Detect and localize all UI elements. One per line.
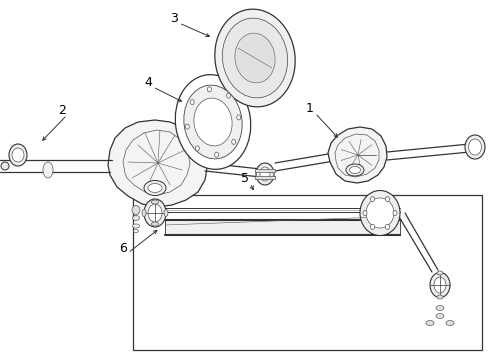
Ellipse shape	[43, 162, 53, 178]
Ellipse shape	[445, 320, 453, 325]
Ellipse shape	[1, 162, 9, 170]
Ellipse shape	[392, 211, 396, 216]
Text: 1: 1	[305, 102, 313, 114]
Polygon shape	[164, 220, 399, 235]
Ellipse shape	[433, 277, 445, 293]
Ellipse shape	[468, 139, 481, 155]
Ellipse shape	[425, 320, 433, 325]
Ellipse shape	[349, 166, 360, 174]
Bar	[254, 169, 274, 172]
Ellipse shape	[436, 295, 442, 299]
Ellipse shape	[236, 115, 240, 120]
Ellipse shape	[435, 314, 443, 319]
Ellipse shape	[260, 167, 269, 181]
Ellipse shape	[142, 210, 146, 216]
Polygon shape	[123, 130, 190, 195]
Ellipse shape	[207, 87, 211, 92]
Ellipse shape	[346, 164, 363, 176]
Ellipse shape	[256, 163, 273, 185]
Text: 6: 6	[119, 242, 127, 255]
Ellipse shape	[143, 199, 165, 227]
Text: 2: 2	[58, 104, 66, 117]
Ellipse shape	[148, 184, 162, 193]
Polygon shape	[327, 127, 386, 183]
Ellipse shape	[214, 9, 295, 107]
Ellipse shape	[226, 93, 230, 98]
Ellipse shape	[148, 204, 162, 222]
Ellipse shape	[190, 100, 194, 105]
Ellipse shape	[185, 124, 189, 129]
Ellipse shape	[370, 224, 374, 229]
Bar	[133, 195, 481, 350]
Ellipse shape	[385, 197, 389, 202]
Ellipse shape	[370, 197, 374, 202]
Ellipse shape	[194, 98, 232, 146]
Text: 5: 5	[241, 171, 248, 184]
Polygon shape	[334, 134, 378, 177]
Ellipse shape	[464, 135, 484, 159]
Ellipse shape	[365, 198, 393, 228]
Ellipse shape	[195, 146, 199, 151]
Ellipse shape	[143, 180, 165, 195]
Ellipse shape	[132, 206, 140, 215]
Ellipse shape	[385, 224, 389, 229]
Ellipse shape	[132, 224, 139, 228]
Ellipse shape	[151, 200, 158, 204]
Ellipse shape	[436, 271, 442, 275]
Ellipse shape	[132, 216, 139, 220]
Ellipse shape	[151, 222, 158, 226]
Ellipse shape	[222, 18, 287, 98]
Ellipse shape	[12, 148, 24, 162]
Ellipse shape	[163, 210, 168, 216]
Ellipse shape	[234, 33, 275, 83]
Bar	[254, 176, 274, 179]
Ellipse shape	[183, 85, 242, 159]
Text: 3: 3	[170, 12, 178, 24]
Ellipse shape	[214, 152, 218, 157]
Ellipse shape	[429, 273, 449, 297]
Ellipse shape	[359, 190, 399, 235]
Ellipse shape	[9, 144, 27, 166]
Ellipse shape	[435, 306, 443, 310]
Ellipse shape	[231, 139, 235, 144]
Ellipse shape	[362, 211, 366, 216]
Polygon shape	[108, 120, 206, 207]
Ellipse shape	[133, 230, 138, 233]
Text: 4: 4	[144, 76, 152, 89]
Ellipse shape	[175, 75, 250, 169]
